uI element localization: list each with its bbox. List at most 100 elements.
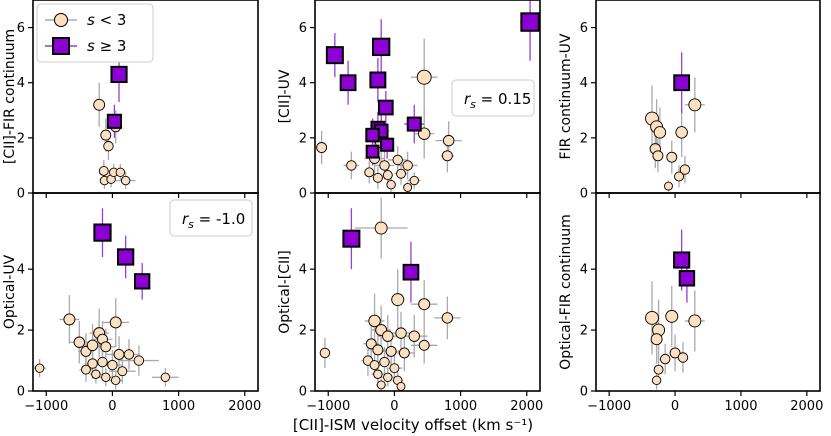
data-point-high-s xyxy=(365,144,380,159)
data-point-low-s xyxy=(395,327,407,339)
data-point-low-s xyxy=(441,312,454,324)
x-tick-label: −1000 xyxy=(306,399,350,414)
data-point-low-s xyxy=(369,360,380,371)
data-point-low-s xyxy=(113,348,125,360)
y-tick-label: 2 xyxy=(17,131,25,146)
y-tick-label: 4 xyxy=(580,263,588,278)
data-point-high-s xyxy=(110,65,128,84)
data-point-low-s xyxy=(123,349,135,360)
y-tick-label: 4 xyxy=(17,76,25,91)
data-point-low-s xyxy=(653,126,667,139)
y-tick-label: 2 xyxy=(299,324,307,339)
data-point-low-s xyxy=(87,358,98,369)
data-point-high-s xyxy=(106,113,122,129)
data-point-high-s xyxy=(377,99,394,116)
x-tick-label: −1000 xyxy=(587,399,631,414)
x-tick-label: −1000 xyxy=(24,399,68,414)
data-point-low-s xyxy=(674,171,684,182)
data-point-low-s xyxy=(650,333,663,346)
y-tick-label: 2 xyxy=(17,324,25,339)
x-tick-label: 0 xyxy=(390,399,398,414)
data-point-low-s xyxy=(133,355,145,366)
data-point-low-s xyxy=(117,366,128,377)
data-point-low-s xyxy=(73,336,86,348)
panel-p00: 0 2 4 6[CII]-FIR continuum s < 3 s ≥ 3 xyxy=(2,0,259,202)
data-point-low-s xyxy=(372,172,383,183)
y-tick-label: 4 xyxy=(17,263,25,278)
data-point-low-s xyxy=(688,314,702,328)
data-point-high-s xyxy=(678,270,696,287)
data-point-low-s xyxy=(364,167,375,178)
data-point-high-s xyxy=(339,74,357,92)
y-tick-label: 0 xyxy=(17,385,25,400)
data-point-high-s xyxy=(325,46,344,65)
x-tick-label: 1000 xyxy=(162,399,195,414)
plot-area xyxy=(645,52,705,192)
data-point-high-s xyxy=(380,137,395,152)
plot-area xyxy=(319,197,461,391)
data-point-low-s xyxy=(365,338,377,350)
data-point-low-s xyxy=(441,150,453,162)
data-point-low-s xyxy=(63,313,76,326)
data-point-low-s xyxy=(675,126,688,139)
annotation-box xyxy=(451,79,535,117)
data-point-low-s xyxy=(368,314,381,328)
y-tick-label: 6 xyxy=(580,21,588,36)
x-tick-label: 0 xyxy=(108,399,116,414)
data-point-low-s xyxy=(666,151,678,163)
data-point-low-s xyxy=(651,375,662,386)
y-axis-label: FIR continuum-UV xyxy=(558,33,574,159)
data-point-low-s xyxy=(688,98,702,112)
data-point-low-s xyxy=(97,356,108,368)
data-point-low-s xyxy=(396,381,406,391)
data-point-low-s xyxy=(385,345,397,357)
data-point-low-s xyxy=(319,347,331,359)
data-point-low-s xyxy=(396,168,406,179)
data-point-high-s xyxy=(342,229,361,248)
data-point-low-s xyxy=(664,181,673,191)
data-point-low-s xyxy=(409,175,419,186)
data-point-high-s xyxy=(134,273,151,290)
data-point-low-s xyxy=(103,140,114,152)
correlation-annotation: rs = -1.0 xyxy=(182,210,245,231)
data-point-high-s xyxy=(520,12,540,32)
data-point-high-s xyxy=(402,263,420,281)
data-point-low-s xyxy=(91,369,101,379)
data-point-high-s xyxy=(371,37,391,57)
plot-area xyxy=(33,208,179,390)
data-point-low-s xyxy=(379,160,390,171)
data-point-low-s xyxy=(416,69,432,85)
data-point-high-s xyxy=(93,223,112,242)
data-point-high-s xyxy=(406,116,422,132)
legend-label: s ≥ 3 xyxy=(87,37,126,55)
annotation-box xyxy=(169,199,253,237)
data-point-low-s xyxy=(418,339,430,351)
data-point-low-s xyxy=(376,380,386,390)
data-point-low-s xyxy=(382,170,393,181)
y-tick-label: 2 xyxy=(299,131,307,146)
panel-p02: 0 2 4 6 FIR continuum-UV xyxy=(558,0,821,202)
data-point-low-s xyxy=(34,363,45,373)
data-point-low-s xyxy=(374,221,388,235)
x-tick-label: 2000 xyxy=(510,399,543,414)
data-point-low-s xyxy=(391,293,405,307)
y-tick-label: 4 xyxy=(299,76,307,91)
data-point-low-s xyxy=(669,347,681,359)
data-point-low-s xyxy=(379,356,390,368)
data-point-low-s xyxy=(677,352,689,363)
data-point-low-s xyxy=(442,134,455,147)
y-tick-label: 0 xyxy=(580,187,588,202)
x-tick-label: 2000 xyxy=(790,399,823,414)
data-point-low-s xyxy=(372,344,384,356)
plot-area xyxy=(93,46,136,189)
data-point-low-s xyxy=(402,160,413,171)
panel-frame xyxy=(595,192,821,392)
correlation-annotation: rs = 0.15 xyxy=(464,90,531,111)
data-point-low-s xyxy=(403,183,413,192)
data-point-low-s xyxy=(101,372,111,382)
y-axis-label: Optical-FIR continuum xyxy=(558,214,574,370)
